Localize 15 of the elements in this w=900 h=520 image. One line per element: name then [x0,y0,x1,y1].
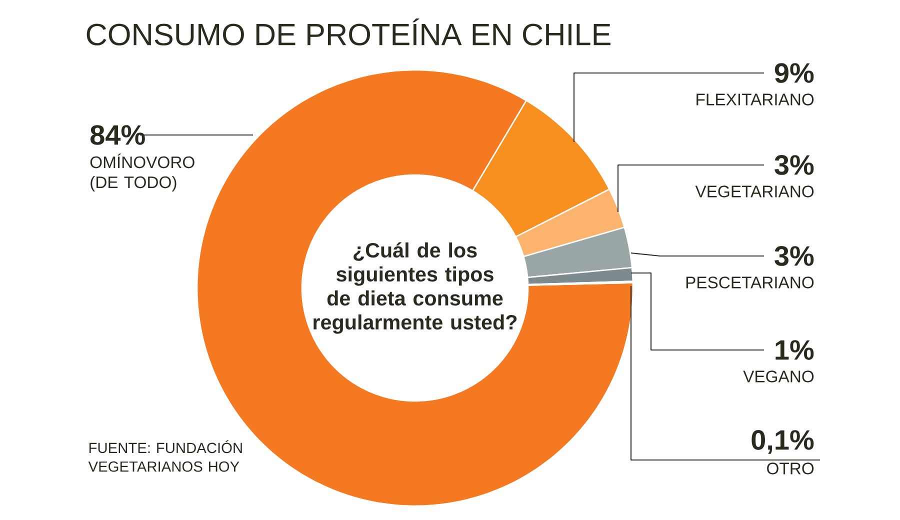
chart-title: CONSUMO DE PROTEÍNA EN CHILE [86,18,610,46]
source-note: FUENTE: FUNDACIÓN VEGETARIANOS HOY [88,440,242,472]
data-label: 9% [774,63,814,83]
slice-label: OMÍNOVORO (DE TODO) [90,154,194,192]
slice-label: OTRO [767,462,814,474]
data-label: 3% [774,155,814,175]
slice-label: FLEXITARIANO [696,94,814,106]
data-label: 0,1% [752,430,814,454]
slice-label: VEGETARIANO [695,186,814,198]
slice-label: VEGANO [743,370,814,382]
data-label: 84% [90,125,145,145]
data-label: 3% [774,246,814,266]
slice-label: PESCETARIANO [686,276,814,288]
data-label: 1% [776,340,814,360]
text: ¿Cuál de los siguientes tipos de dieta consume regularmente usted? [314,242,517,334]
